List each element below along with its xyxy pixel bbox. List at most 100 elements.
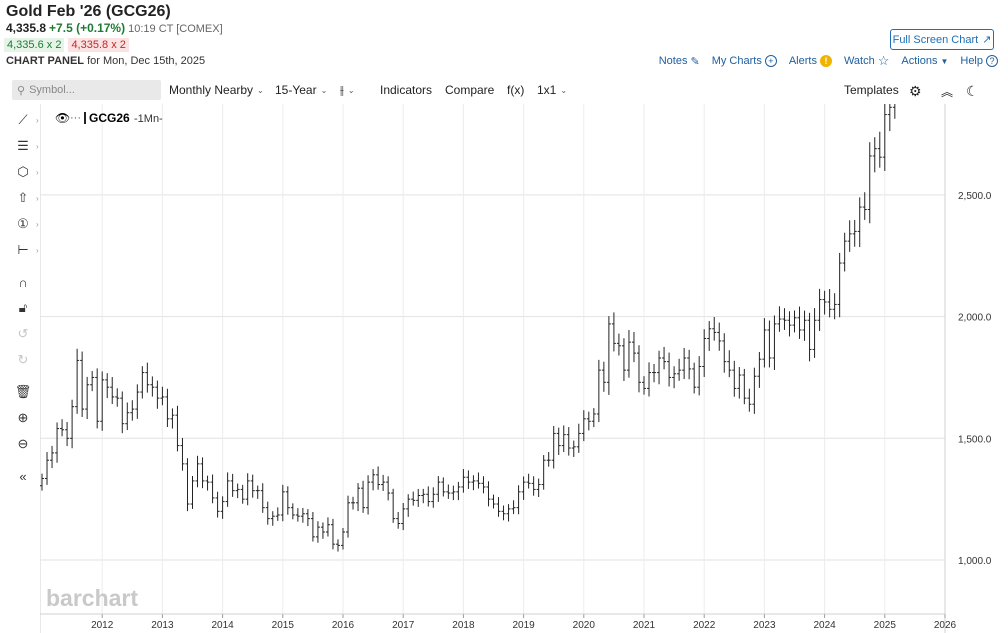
legend-symbol: GCG26 (89, 111, 130, 125)
ohlc-bar (541, 455, 546, 490)
chevron-right-icon[interactable]: › (36, 246, 39, 255)
settings-gear-icon[interactable]: ⚙ (909, 83, 922, 99)
ohlc-bar (341, 527, 345, 550)
ohlc-bar (596, 359, 601, 423)
ohlc-bar (576, 423, 581, 453)
ohlc-bar (305, 509, 310, 527)
help-link[interactable]: Help? (960, 55, 998, 67)
fx-button[interactable]: f(x) (507, 83, 524, 97)
legend-more-icon[interactable]: ··· (70, 112, 81, 124)
ohlc-bar (200, 457, 205, 489)
ohlc-bar (882, 99, 887, 171)
symbol-search-input[interactable]: Symbol... (29, 84, 75, 96)
bid-ask: 4,335.6 x 2 4,335.8 x 2 (4, 38, 129, 52)
ohlc-bar (300, 507, 305, 523)
ohlc-bar (867, 142, 872, 224)
x-tick-label: 2016 (332, 620, 355, 631)
ohlc-bar (546, 452, 551, 467)
trash-icon[interactable]: 🗑︎ (14, 384, 32, 399)
ohlc-bar (391, 488, 396, 523)
magnet-icon[interactable]: ∩ (18, 274, 28, 290)
collapse-up-icon[interactable]: ︽ (941, 85, 954, 99)
ohlc-bar (827, 289, 832, 318)
ohlc-bar (396, 511, 401, 529)
actions-menu[interactable]: Actions ▼ (901, 55, 948, 67)
notes-label: Notes (658, 55, 688, 67)
ohlc-bar (45, 452, 50, 485)
ohlc-bar (797, 306, 802, 339)
ohlc-bar (496, 497, 501, 517)
layout-dropdown[interactable]: 1x1 ⌄ (537, 83, 567, 97)
fibonacci-icon[interactable]: ☰ (17, 138, 29, 153)
range-dropdown[interactable]: 15-Year ⌄ (275, 83, 327, 97)
ohlc-bar (135, 384, 140, 419)
full-screen-chart-button[interactable]: Full Screen Chart ↗ (890, 29, 994, 50)
measure-icon[interactable]: ⊢ (17, 242, 29, 257)
my-charts-link[interactable]: My Charts + (712, 55, 777, 67)
arrow-up-icon[interactable]: ⇧ (17, 190, 29, 205)
trendline-icon[interactable]: ⟋ (18, 112, 28, 127)
chart-legend: 👁︎ ··· GCG26 -1Mn- (55, 111, 163, 125)
chevron-right-icon[interactable]: › (36, 116, 39, 125)
symbol-search[interactable]: ⚲ Symbol... (12, 80, 161, 100)
watch-link[interactable]: Watch ☆ (844, 53, 889, 69)
ohlc-bar (471, 475, 476, 491)
ohlc-bar (285, 486, 290, 515)
ohlc-bar (381, 474, 386, 491)
x-tick-label: 2020 (573, 620, 596, 631)
chevron-right-icon[interactable]: › (36, 142, 39, 151)
compare-label: Compare (445, 83, 495, 97)
ohlc-bar (90, 371, 95, 392)
collapse-sidebar-icon[interactable]: « (19, 468, 27, 484)
period-dropdown[interactable]: Monthly Nearby ⌄ (169, 83, 264, 97)
ohlc-bar (50, 445, 55, 469)
star-icon: ☆ (877, 53, 890, 68)
zoom-in-icon[interactable]: ⊕ (17, 410, 29, 425)
notes-link[interactable]: Notes ✎ (659, 55, 700, 68)
ohlc-bar (561, 425, 566, 453)
ohlc-bar (606, 316, 611, 395)
ohlc-bar (195, 455, 200, 488)
chevron-right-icon[interactable]: › (36, 168, 39, 177)
eye-icon[interactable]: 👁︎ (55, 111, 70, 125)
ohlc-bar (887, 94, 892, 132)
ohlc-bar (506, 504, 511, 522)
bid-badge: 4,335.6 x 2 (4, 38, 65, 52)
page-title: Gold Feb '26 (GCG26) (6, 3, 171, 20)
bar-type-dropdown[interactable]: ⫲ ⌄ (340, 83, 355, 98)
ohlc-bar (762, 318, 767, 368)
compare-button[interactable]: Compare (445, 83, 494, 97)
price-chart[interactable]: 4,500.04,000.03,500.03,000.02,500.02,000… (39, 0, 1008, 633)
x-tick-label: 2025 (874, 620, 897, 631)
chart-area[interactable]: 4,500.04,000.03,500.03,000.02,500.02,000… (39, 0, 1008, 633)
shapes-icon[interactable]: ⬡ (17, 164, 29, 179)
templates-button[interactable]: Templates (844, 83, 899, 97)
ohlc-bar (356, 483, 361, 512)
zoom-out-icon[interactable]: ⊖ (17, 436, 29, 451)
chart-panel-date: for Mon, Dec 15th, 2025 (87, 55, 206, 67)
undo-icon[interactable]: ↺ (17, 326, 29, 341)
ohlc-bar (807, 312, 812, 362)
unlock-icon[interactable]: 🔓︎ (18, 300, 28, 315)
dark-mode-moon-icon[interactable]: ☾ (966, 83, 979, 99)
ohlc-bar (230, 473, 235, 497)
x-tick-label: 2024 (813, 620, 836, 631)
alerts-link[interactable]: Alerts! (789, 55, 832, 67)
barchart-watermark: barchart (46, 585, 138, 611)
ohlc-bar (436, 476, 441, 502)
ohlc-bar (626, 330, 631, 378)
quote-line: 4,335.8 +7.5 (+0.17%) 10:19 CT [COMEX] (6, 21, 223, 35)
expand-icon: ↗ (982, 34, 992, 46)
ohlc-bar (652, 363, 657, 383)
chevron-right-icon[interactable]: › (36, 220, 39, 229)
indicators-button[interactable]: Indicators (380, 83, 432, 97)
ohlc-bar (616, 333, 621, 356)
ohlc-bar (692, 362, 697, 394)
redo-icon[interactable]: ↻ (17, 352, 29, 367)
ohlc-bar (110, 377, 115, 405)
my-charts-label: My Charts (711, 55, 762, 67)
ohlc-bar (65, 422, 70, 447)
annotation-number-icon[interactable]: ① (17, 216, 29, 231)
chevron-right-icon[interactable]: › (36, 194, 39, 203)
ohlc-bar (566, 427, 571, 456)
